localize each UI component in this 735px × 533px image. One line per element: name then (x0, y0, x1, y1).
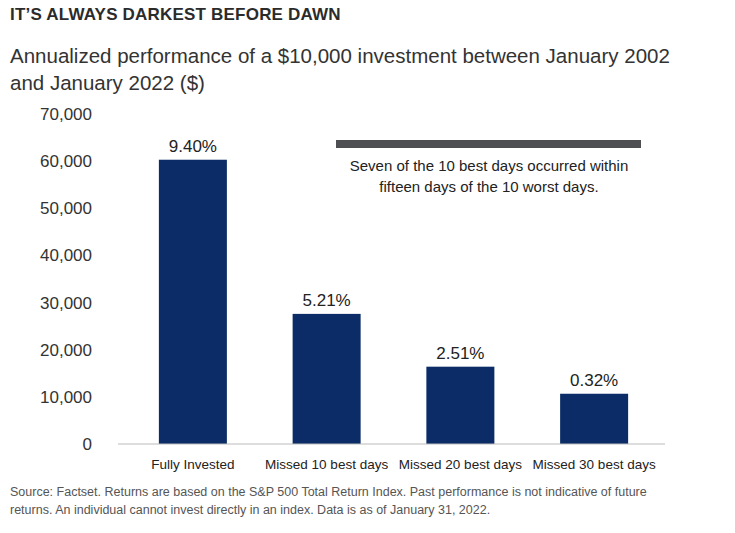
y-tick-label: 60,000 (40, 152, 92, 171)
bar-label: 5.21% (303, 291, 351, 310)
annotation: Seven of the 10 best days occurred withi… (338, 155, 640, 197)
bar-label: 0.32% (570, 371, 618, 390)
y-tick-label: 0 (83, 435, 92, 454)
x-axis (118, 444, 665, 445)
annotation-bar (336, 140, 641, 148)
bar-label: 9.40% (169, 137, 217, 156)
source-note: Source: Factset. Returns are based on th… (10, 483, 682, 519)
x-tick-label: Fully Invested (151, 457, 234, 472)
chart: 0 10,000 20,000 30,000 40,000 50,000 60,000 70,… (0, 0, 735, 533)
x-tick-label: Missed 10 best days (265, 457, 388, 472)
bar (560, 394, 628, 444)
bar-label: 2.51% (436, 344, 484, 363)
bars (159, 160, 628, 444)
bar (293, 314, 361, 444)
bar (426, 367, 494, 444)
y-tick-label: 40,000 (40, 246, 92, 265)
x-tick-label: Missed 20 best days (399, 457, 522, 472)
subtitle: Annualized performance of a $10,000 inve… (10, 42, 690, 96)
title: IT’S ALWAYS DARKEST BEFORE DAWN (10, 5, 341, 25)
y-tick-label: 70,000 (40, 105, 92, 124)
y-tick-label: 20,000 (40, 341, 92, 360)
y-tick-label: 50,000 (40, 199, 92, 218)
x-tick-label: Missed 30 best days (533, 457, 656, 472)
y-tick-label: 10,000 (40, 388, 92, 407)
y-tick-label: 30,000 (40, 294, 92, 313)
bar (159, 160, 227, 444)
